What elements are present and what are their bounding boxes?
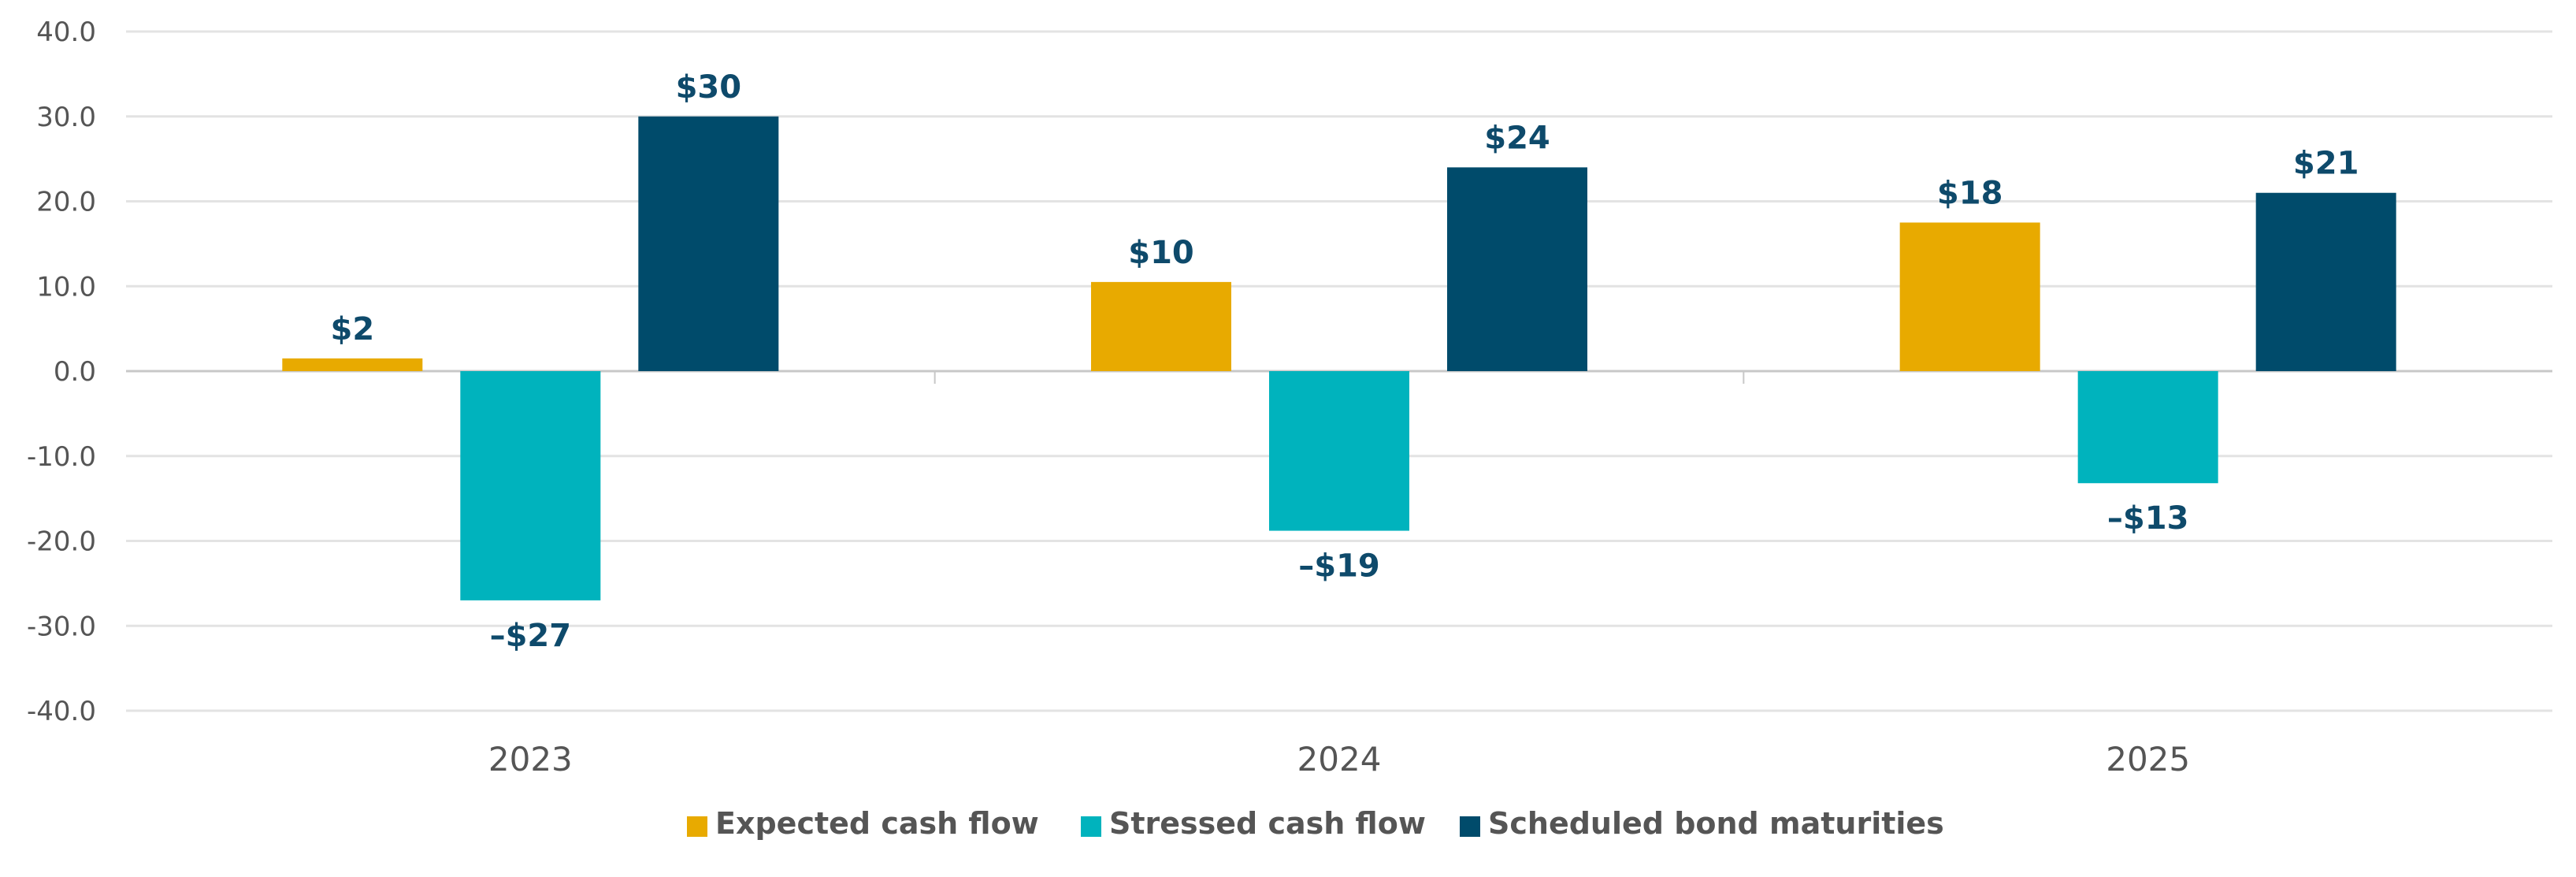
data-label: –$13 (2107, 500, 2189, 537)
y-tick-label: 10.0 (36, 271, 96, 303)
y-tick-label: 30.0 (36, 102, 96, 133)
bars (282, 116, 2396, 600)
data-label: $10 (1128, 235, 1194, 271)
data-label: $18 (1937, 175, 2003, 211)
data-label: $24 (1484, 120, 1550, 156)
data-label: $21 (2293, 146, 2359, 182)
x-tick-label: 2025 (2106, 740, 2190, 779)
y-tick-label: 40.0 (36, 17, 96, 48)
y-tick-label: -20.0 (27, 526, 96, 558)
bar (1447, 167, 1587, 371)
data-labels: $2 –$27 $30 $10 –$19 $24 $18 –$13 $21 (330, 69, 2359, 654)
bar (1269, 371, 1409, 531)
legend-swatch (1460, 816, 1480, 837)
legend-swatch (1081, 816, 1101, 837)
data-label: –$19 (1298, 548, 1380, 585)
bar (2255, 192, 2396, 371)
bar (1899, 222, 2040, 371)
x-tick-label: 2023 (488, 740, 573, 779)
bar (1091, 281, 1231, 371)
bar (638, 116, 779, 371)
y-tick-label: -10.0 (27, 441, 96, 473)
y-tick-label: 20.0 (36, 187, 96, 218)
y-tick-label: -30.0 (27, 611, 96, 642)
data-label: $30 (676, 69, 742, 106)
legend: Expected cash flow Stressed cash flow Sche… (687, 806, 1944, 841)
legend-swatch (687, 816, 707, 837)
y-tick-label: -40.0 (27, 696, 96, 727)
bar (460, 371, 601, 600)
x-axis-categories: 2023 2024 2025 (488, 740, 2190, 779)
legend-label: Expected cash flow (715, 806, 1039, 841)
bar (282, 358, 423, 371)
bar (2077, 371, 2218, 484)
legend-label: Stressed cash flow (1109, 806, 1426, 841)
y-axis-ticks: 40.0 30.0 20.0 10.0 0.0 -10.0 -20.0 -30.0 -40.0 (27, 17, 96, 727)
legend-label: Scheduled bond maturities (1488, 806, 1944, 841)
data-label: –$27 (490, 618, 572, 654)
y-tick-label: 0.0 (54, 356, 96, 388)
x-tick-label: 2024 (1297, 740, 1382, 779)
data-label: $2 (330, 311, 374, 347)
